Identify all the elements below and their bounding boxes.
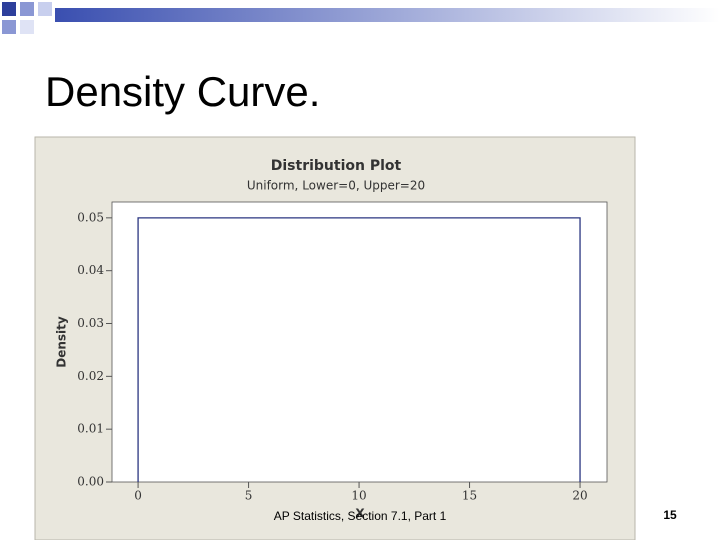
x-axis-label: X xyxy=(355,507,365,521)
density-line xyxy=(137,217,581,482)
footer: AP Statistics, Section 7.1, Part 1 xyxy=(274,509,447,523)
plot-area xyxy=(111,201,608,483)
page-number: 15 xyxy=(663,508,677,522)
x-tick-label: 0 xyxy=(134,489,142,503)
y-tick-label: 0.05 xyxy=(77,210,104,224)
x-tick-label: 15 xyxy=(462,489,477,503)
y-tick-label: 0.02 xyxy=(77,369,104,383)
x-tick-label: 20 xyxy=(572,489,587,503)
chart-subtitle: Uniform, Lower=0, Upper=20 xyxy=(247,179,425,193)
x-tick-label: 10 xyxy=(351,489,366,503)
y-tick-label: 0.00 xyxy=(77,475,104,489)
y-tick-label: 0.01 xyxy=(77,422,104,436)
y-tick-label: 0.04 xyxy=(77,263,104,277)
slide-title: Density Curve. xyxy=(45,68,320,115)
x-tick-label: 5 xyxy=(245,489,253,503)
y-axis-label: Density xyxy=(55,316,69,368)
y-tick-label: 0.03 xyxy=(77,316,104,330)
decoration xyxy=(2,2,720,34)
chart-title: Distribution Plot xyxy=(271,158,402,174)
